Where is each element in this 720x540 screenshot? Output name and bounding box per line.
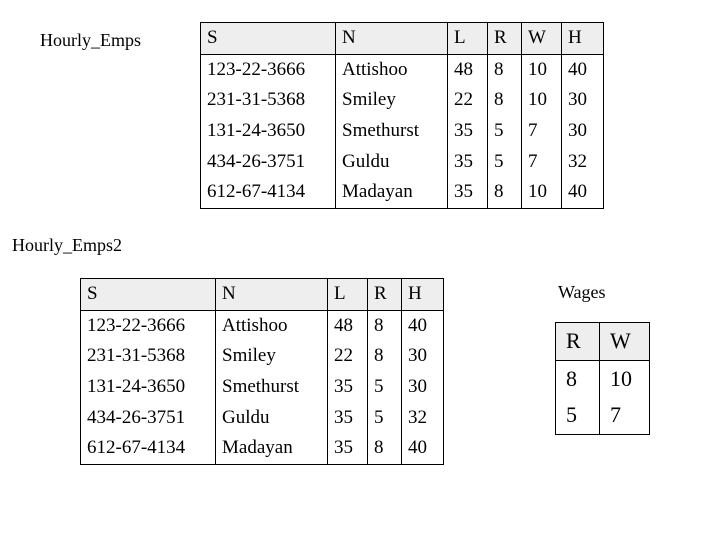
- cell: 231-31-5368: [81, 341, 216, 372]
- cell: Smethurst: [216, 372, 328, 403]
- table-header-row: S N L R H: [81, 279, 444, 311]
- table-row: 231-31-5368 Smiley 22 8 30: [81, 341, 444, 372]
- cell: 22: [328, 341, 368, 372]
- table-row: 123-22-3666 Attishoo 48 8 10 40: [201, 54, 604, 85]
- cell: 8: [488, 177, 522, 208]
- col-header: L: [448, 23, 488, 55]
- cell: 612-67-4134: [201, 177, 336, 208]
- table-row: 5 7: [556, 397, 650, 434]
- col-header: S: [201, 23, 336, 55]
- cell: 5: [368, 372, 402, 403]
- cell: Smiley: [336, 85, 448, 116]
- cell: 22: [448, 85, 488, 116]
- cell: 7: [600, 397, 650, 434]
- cell: 8: [556, 360, 600, 397]
- table-row: 231-31-5368 Smiley 22 8 10 30: [201, 85, 604, 116]
- col-header: N: [336, 23, 448, 55]
- cell: 35: [448, 116, 488, 147]
- cell: 35: [328, 433, 368, 464]
- col-header: S: [81, 279, 216, 311]
- cell: 48: [448, 54, 488, 85]
- cell: Guldu: [336, 147, 448, 178]
- cell: 612-67-4134: [81, 433, 216, 464]
- cell: 35: [448, 147, 488, 178]
- label-wages: Wages: [558, 282, 606, 303]
- table-row: 612-67-4134 Madayan 35 8 40: [81, 433, 444, 464]
- cell: 10: [600, 360, 650, 397]
- table-header-row: S N L R W H: [201, 23, 604, 55]
- cell: Smethurst: [336, 116, 448, 147]
- col-header: N: [216, 279, 328, 311]
- cell: 35: [448, 177, 488, 208]
- col-header: H: [562, 23, 604, 55]
- label-hourly-emps2: Hourly_Emps2: [12, 235, 122, 256]
- cell: 40: [562, 177, 604, 208]
- table-wages: R W 8 10 5 7: [555, 322, 650, 435]
- col-header: R: [368, 279, 402, 311]
- cell: 5: [488, 147, 522, 178]
- cell: Madayan: [336, 177, 448, 208]
- cell: Guldu: [216, 403, 328, 434]
- table-row: 131-24-3650 Smethurst 35 5 7 30: [201, 116, 604, 147]
- cell: 35: [328, 403, 368, 434]
- cell: 123-22-3666: [201, 54, 336, 85]
- table-header-row: R W: [556, 323, 650, 361]
- cell: 30: [562, 116, 604, 147]
- cell: 434-26-3751: [201, 147, 336, 178]
- cell: 10: [522, 177, 562, 208]
- col-header: W: [522, 23, 562, 55]
- cell: 48: [328, 310, 368, 341]
- cell: 30: [402, 341, 444, 372]
- cell: 30: [562, 85, 604, 116]
- cell: 40: [562, 54, 604, 85]
- cell: 231-31-5368: [201, 85, 336, 116]
- cell: 5: [368, 403, 402, 434]
- cell: 30: [402, 372, 444, 403]
- cell: 131-24-3650: [81, 372, 216, 403]
- cell: 7: [522, 147, 562, 178]
- col-header: R: [488, 23, 522, 55]
- cell: 10: [522, 54, 562, 85]
- table-row: 8 10: [556, 360, 650, 397]
- col-header: L: [328, 279, 368, 311]
- cell: 123-22-3666: [81, 310, 216, 341]
- table-hourly-emps2: S N L R H 123-22-3666 Attishoo 48 8 40 2…: [80, 278, 444, 465]
- cell: 32: [562, 147, 604, 178]
- cell: 8: [368, 433, 402, 464]
- cell: 5: [556, 397, 600, 434]
- table-hourly-emps: S N L R W H 123-22-3666 Attishoo 48 8 10…: [200, 22, 604, 209]
- table-row: 434-26-3751 Guldu 35 5 7 32: [201, 147, 604, 178]
- col-header: W: [600, 323, 650, 361]
- cell: Madayan: [216, 433, 328, 464]
- cell: 10: [522, 85, 562, 116]
- cell: 7: [522, 116, 562, 147]
- col-header: H: [402, 279, 444, 311]
- cell: 131-24-3650: [201, 116, 336, 147]
- label-hourly-emps: Hourly_Emps: [40, 30, 141, 51]
- cell: 40: [402, 433, 444, 464]
- table-row: 131-24-3650 Smethurst 35 5 30: [81, 372, 444, 403]
- table-row: 123-22-3666 Attishoo 48 8 40: [81, 310, 444, 341]
- cell: 5: [488, 116, 522, 147]
- cell: Attishoo: [336, 54, 448, 85]
- cell: 8: [368, 341, 402, 372]
- cell: 32: [402, 403, 444, 434]
- cell: 8: [488, 54, 522, 85]
- col-header: R: [556, 323, 600, 361]
- cell: Attishoo: [216, 310, 328, 341]
- cell: 35: [328, 372, 368, 403]
- table-row: 434-26-3751 Guldu 35 5 32: [81, 403, 444, 434]
- cell: Smiley: [216, 341, 328, 372]
- cell: 434-26-3751: [81, 403, 216, 434]
- cell: 8: [368, 310, 402, 341]
- table-row: 612-67-4134 Madayan 35 8 10 40: [201, 177, 604, 208]
- cell: 40: [402, 310, 444, 341]
- cell: 8: [488, 85, 522, 116]
